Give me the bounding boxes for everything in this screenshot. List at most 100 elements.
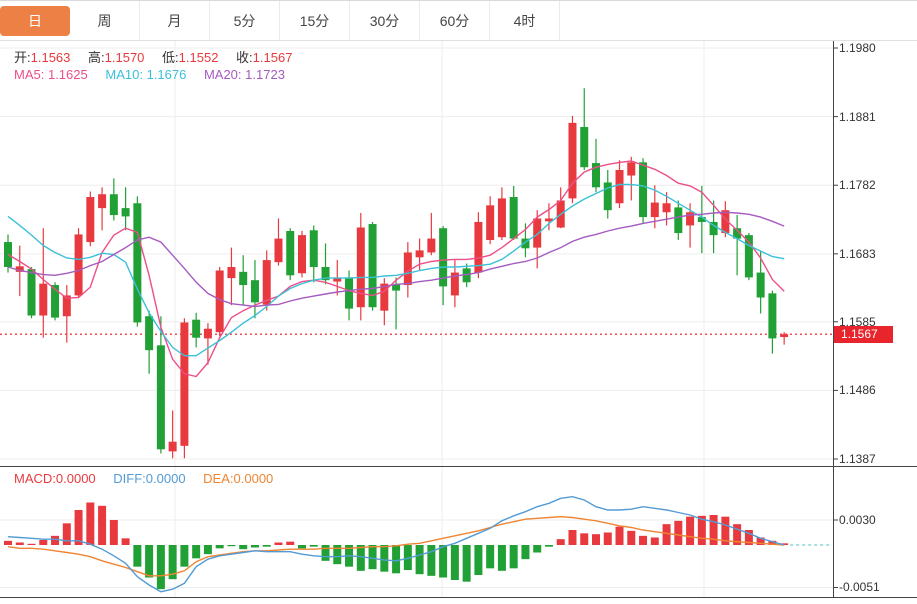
tab-4时[interactable]: 4时: [490, 1, 560, 40]
candle-body: [356, 227, 365, 308]
candle-body: [580, 127, 589, 168]
candle-body: [615, 169, 624, 204]
ma20-line: [7, 211, 785, 308]
macd-bar: [250, 545, 259, 548]
candle-body: [486, 205, 495, 240]
ma-legend: MA5: 1.1625 MA10: 1.1676 MA20: 1.1723: [14, 67, 299, 82]
macd-bar: [74, 510, 83, 545]
candle-body: [239, 271, 248, 286]
macd-bar: [215, 545, 224, 549]
macd-bar: [580, 533, 589, 545]
macd-bar: [697, 515, 706, 545]
candle-body: [768, 293, 777, 339]
macd-bar: [309, 545, 318, 547]
period-tabbar: 日周月 5分 15分 30分 60分 4时: [0, 0, 917, 41]
candle-body: [439, 228, 448, 287]
macd-bar: [780, 543, 789, 545]
macd-bar: [568, 530, 577, 545]
macd-bar: [156, 545, 165, 590]
ma20-readout: MA20: 1.1723: [203, 67, 285, 82]
tab-60分[interactable]: 60分: [420, 1, 490, 40]
candlesticks: [4, 88, 789, 459]
macd-bar: [168, 545, 177, 580]
candle-body: [403, 252, 412, 286]
ma5-readout: MA5: 1.1625: [14, 67, 88, 82]
macd-bar: [592, 534, 600, 545]
candle-body: [286, 230, 295, 276]
ma10-line: [7, 183, 785, 357]
open-readout: 开:1.1563: [14, 50, 71, 65]
candle-body: [497, 198, 506, 238]
dea-readout: DEA:0.0000: [203, 471, 274, 486]
macd-bar: [121, 538, 130, 545]
candle-body: [697, 217, 706, 222]
macd-bar: [756, 537, 765, 545]
macd-bar: [109, 520, 118, 545]
candle-body: [133, 203, 142, 323]
macd-bar: [450, 545, 459, 580]
macd-readout: MACD:0.0000: [14, 471, 96, 486]
candle-body: [603, 182, 612, 211]
ma5-line: [7, 160, 785, 378]
macd-bar: [721, 516, 730, 545]
tab-5分[interactable]: 5分: [210, 1, 280, 40]
candle-body: [544, 218, 553, 222]
candle-body: [74, 234, 83, 296]
macd-bar: [27, 543, 36, 545]
macd-bar: [180, 545, 189, 567]
tab-月[interactable]: 月: [140, 1, 210, 40]
macd-bar: [62, 523, 71, 545]
macd-bar: [227, 545, 236, 547]
tab-15分[interactable]: 15分: [280, 1, 350, 40]
macd-bar: [686, 516, 695, 545]
macd-bar: [192, 545, 201, 559]
candle-body: [509, 197, 518, 239]
candle-body: [227, 267, 236, 279]
candle-body: [521, 238, 530, 249]
candle-body: [721, 210, 730, 234]
macd-bar: [674, 520, 683, 545]
candle-body: [780, 334, 789, 338]
candle-body: [686, 212, 695, 226]
candle-body: [321, 267, 330, 281]
macd-bar: [356, 545, 365, 571]
macd-bar: [239, 545, 248, 550]
candle-body: [274, 238, 283, 263]
candle-body: [345, 277, 354, 309]
macd-bar: [709, 515, 718, 545]
macd-bar: [4, 540, 12, 545]
y-axis-label: 1.1881: [839, 109, 876, 124]
macd-histogram: [4, 502, 789, 590]
macd-bar: [298, 545, 306, 549]
candle-body: [592, 163, 600, 188]
current-price-badge: 1.1567: [834, 325, 893, 343]
candle-body: [121, 208, 130, 217]
macd-bar: [509, 545, 518, 569]
macd-bar: [556, 539, 565, 545]
tab-周[interactable]: 周: [70, 1, 140, 40]
tab-日[interactable]: 日: [0, 5, 70, 36]
tab-30分[interactable]: 30分: [350, 1, 420, 40]
macd-bar: [380, 545, 389, 572]
grid-lines: [0, 40, 833, 597]
candle-body: [368, 224, 377, 308]
candle-body: [250, 280, 259, 303]
high-readout: 高:1.1570: [88, 50, 145, 65]
macd-bar: [415, 545, 424, 575]
macd-bar: [262, 545, 271, 547]
macd-bar: [133, 545, 142, 567]
candle-body: [333, 277, 342, 282]
y-axis-label: 1.1782: [839, 178, 876, 193]
candle-body: [309, 230, 318, 268]
low-readout: 低:1.1552: [162, 50, 219, 65]
macd-bar: [615, 526, 624, 545]
macd-bar: [98, 505, 107, 545]
macd-bar: [733, 524, 742, 545]
y-axis-label: 1.1683: [839, 246, 876, 261]
candle-body: [86, 197, 95, 243]
candle-body: [156, 345, 165, 450]
macd-bar: [321, 545, 330, 561]
candle-body: [145, 316, 154, 351]
